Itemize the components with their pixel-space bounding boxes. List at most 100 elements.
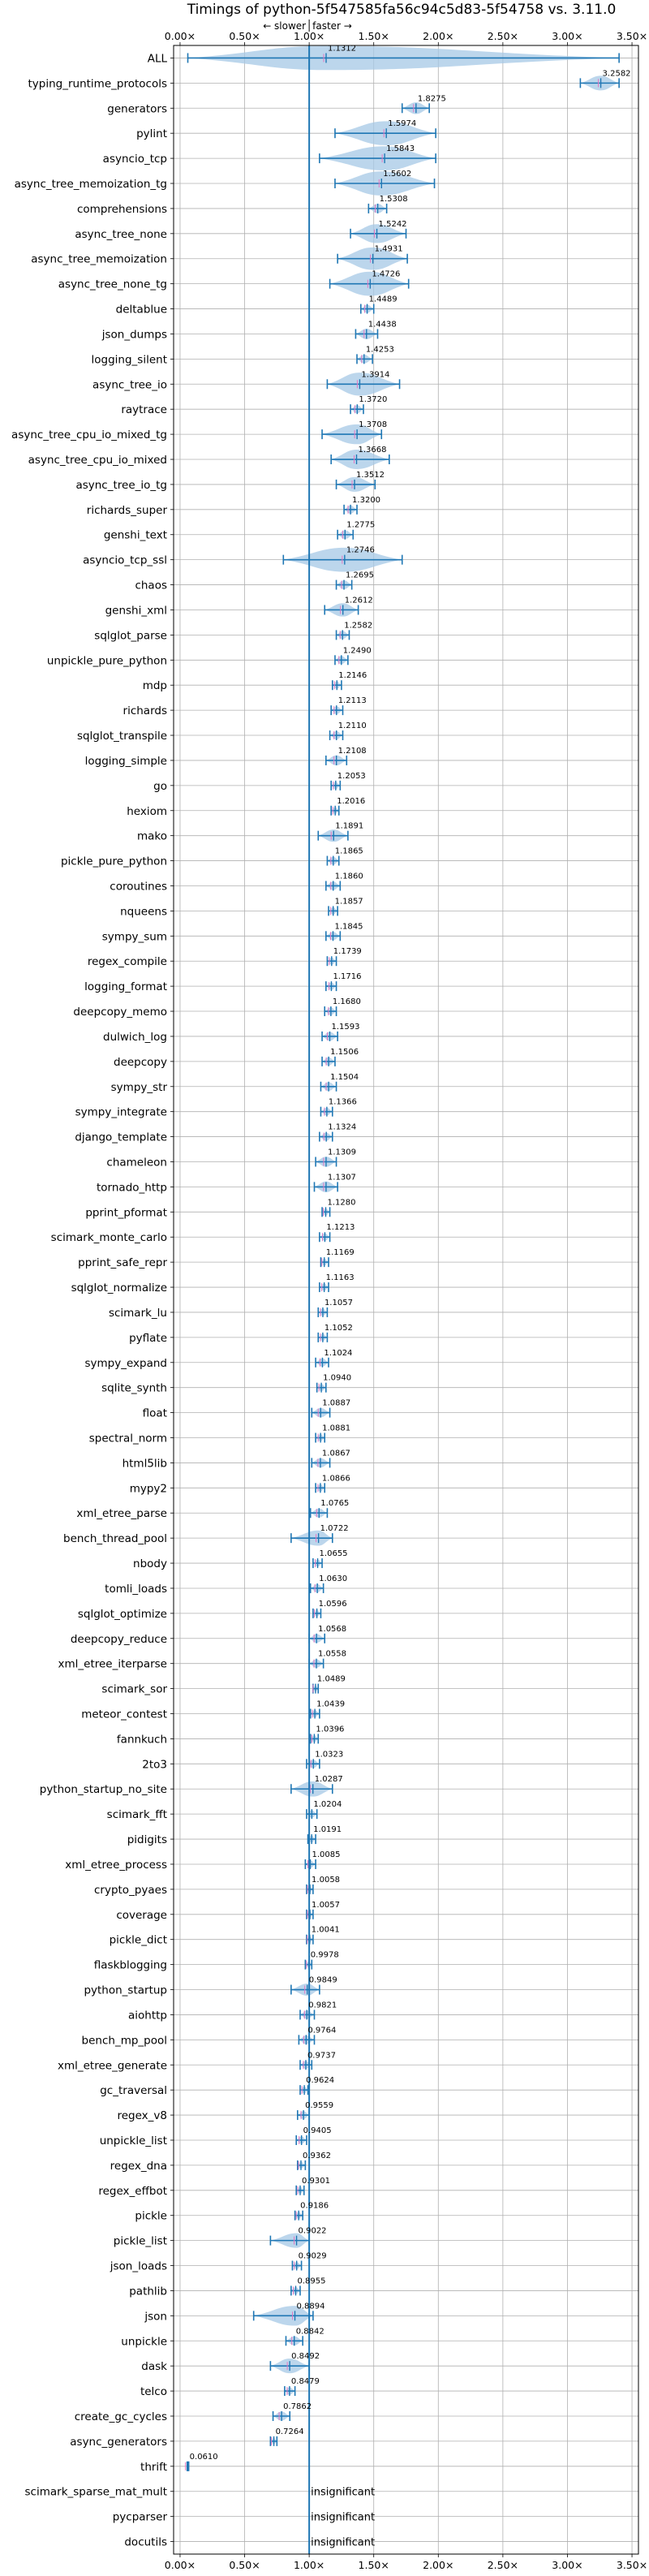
value-label: 1.0489 <box>317 1675 346 1684</box>
value-label: 1.0887 <box>322 1399 350 1408</box>
value-label: 0.7264 <box>276 2427 304 2436</box>
value-label: 1.2746 <box>346 546 375 555</box>
value-label: 0.9624 <box>306 2076 334 2085</box>
category-label: xml_etree_iterparse <box>58 1658 168 1671</box>
value-label: 0.9849 <box>309 1976 337 1985</box>
category-label: sqlglot_parse <box>94 629 167 642</box>
x-tick-label-top: 2.50× <box>488 30 518 42</box>
category-label: xml_etree_parse <box>76 1507 167 1520</box>
category-label: asyncio_tcp_ssl <box>83 554 167 567</box>
category-label: asyncio_tcp <box>103 153 167 166</box>
category-label: async_tree_memoization_tg <box>15 178 167 191</box>
value-label: 1.2110 <box>338 722 367 730</box>
value-label: 1.5602 <box>383 170 411 179</box>
value-label: 1.0287 <box>315 1775 343 1784</box>
value-label: 1.5242 <box>379 220 407 229</box>
category-label: sqlglot_normalize <box>71 1282 167 1294</box>
category-label: regex_effbot <box>98 2185 167 2198</box>
category-label: richards <box>123 704 167 717</box>
x-tick-label-bottom: 1.00× <box>294 2559 324 2571</box>
category-label: scimark_monte_carlo <box>51 1231 167 1244</box>
category-label: sympy_sum <box>102 930 167 943</box>
x-tick-label-bottom: 2.00× <box>423 2559 453 2571</box>
value-label: 1.1506 <box>330 1048 359 1057</box>
value-label: 1.0204 <box>313 1800 342 1809</box>
value-label: 1.1280 <box>327 1198 355 1207</box>
category-label: async_tree_cpu_io_mixed_tg <box>11 429 167 442</box>
category-label: bench_thread_pool <box>63 1532 167 1545</box>
value-label: 1.1169 <box>326 1248 355 1257</box>
grid <box>174 45 638 2554</box>
category-label: async_tree_memoization <box>31 253 167 266</box>
category-label: logging_simple <box>85 755 167 768</box>
value-label: 1.3708 <box>359 420 387 429</box>
x-tick-label-bottom: 1.50× <box>359 2559 389 2571</box>
category-label: django_template <box>75 1131 167 1144</box>
category-label: pathlib <box>129 2285 167 2298</box>
value-label: 1.1309 <box>328 1148 356 1157</box>
value-label: 1.1865 <box>335 847 363 856</box>
chart-title: Timings of python-5f547585fa56c94c5d83-5… <box>187 2 617 18</box>
category-label: scimark_sparse_mat_mult <box>25 2486 167 2499</box>
category-label: go <box>153 780 167 793</box>
category-label: async_tree_io <box>92 378 167 391</box>
value-label: 1.1163 <box>326 1273 355 1282</box>
category-label: float <box>143 1407 167 1420</box>
direction-annotation: ← slower faster → <box>263 19 352 32</box>
category-label: unpickle_list <box>100 2134 167 2147</box>
category-label: unpickle_pure_python <box>47 654 167 667</box>
x-tick-label-top: 1.50× <box>359 30 389 42</box>
category-label: coroutines <box>110 880 167 893</box>
labels: 0.00× 0.00× 0.50× 0.50× 1.00× 1.00× 1.50× 1.50×… <box>11 30 647 2571</box>
category-label: deepcopy <box>114 1056 167 1069</box>
value-label: 1.4253 <box>366 345 394 354</box>
insignificant-label: insignificant <box>311 2487 375 2499</box>
value-label: 1.3200 <box>352 496 380 505</box>
value-label: 1.2695 <box>346 571 374 580</box>
value-label: 1.2490 <box>343 646 372 655</box>
value-label: 1.5843 <box>386 144 415 153</box>
value-label: 1.0881 <box>322 1424 350 1433</box>
value-label: 1.0323 <box>315 1750 343 1759</box>
category-label: mdp <box>143 679 167 692</box>
value-label: 0.9405 <box>303 2126 332 2135</box>
category-label: dask <box>141 2360 167 2373</box>
value-label: 1.0866 <box>322 1474 350 1483</box>
value-label: 3.2582 <box>603 69 631 78</box>
value-label: 0.9186 <box>300 2202 329 2211</box>
category-label: mako <box>137 830 167 843</box>
x-tick-label-top: 2.00× <box>423 30 453 42</box>
category-label: flaskblogging <box>94 1959 167 1972</box>
value-label: 1.3668 <box>359 446 387 454</box>
value-label: 0.9764 <box>307 2026 336 2035</box>
value-label: 1.0439 <box>316 1700 345 1709</box>
value-label: 1.1891 <box>335 822 363 831</box>
value-label: 0.9821 <box>308 2001 337 2010</box>
value-label: 1.0655 <box>320 1549 348 1558</box>
value-label: 1.4438 <box>368 320 397 329</box>
category-label: sqlite_synth <box>101 1382 167 1395</box>
value-label: 1.2016 <box>337 797 365 806</box>
value-label: 1.0630 <box>319 1574 347 1583</box>
value-label: 1.1739 <box>333 947 362 956</box>
category-label: sympy_integrate <box>75 1106 167 1119</box>
category-label: telco <box>140 2385 167 2398</box>
category-label: deepcopy_reduce <box>71 1633 167 1646</box>
category-label: richards_super <box>87 504 168 517</box>
x-tick-label-top: 3.00× <box>552 30 582 42</box>
category-label: coverage <box>116 1909 167 1922</box>
value-label: 1.3512 <box>356 471 385 480</box>
x-tick-label-bottom: 3.00× <box>552 2559 582 2571</box>
category-label: chameleon <box>106 1156 167 1169</box>
value-label: 1.1052 <box>324 1324 353 1333</box>
category-label: regex_compile <box>88 955 167 968</box>
value-label: 1.0041 <box>312 1926 340 1935</box>
value-label: 1.0057 <box>312 1901 340 1910</box>
category-label: sqlglot_optimize <box>78 1608 167 1621</box>
category-label: generators <box>107 102 167 115</box>
value-label: 1.1366 <box>329 1098 357 1107</box>
category-label: bench_mp_pool <box>82 2034 167 2047</box>
value-label: 1.4931 <box>375 245 403 254</box>
